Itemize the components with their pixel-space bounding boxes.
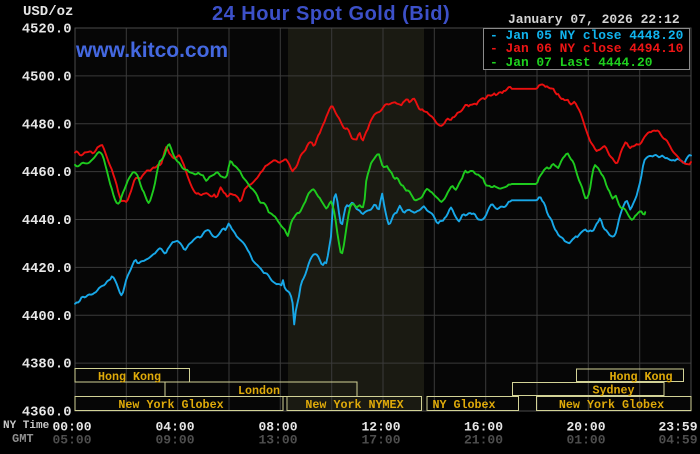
svg-text:4440.0: 4440.0 [22, 214, 72, 229]
svg-text:20:00: 20:00 [566, 420, 605, 435]
svg-text:4360.0: 4360.0 [22, 406, 72, 421]
svg-text:01:00: 01:00 [566, 433, 605, 448]
svg-text:04:59: 04:59 [658, 433, 697, 448]
svg-text:London: London [238, 384, 280, 398]
svg-text:New York NYMEX: New York NYMEX [305, 398, 404, 412]
svg-text:12:00: 12:00 [361, 420, 400, 435]
svg-text:Hong Kong: Hong Kong [98, 370, 161, 384]
svg-text:4460.0: 4460.0 [22, 166, 72, 181]
svg-text:New York Globex: New York Globex [559, 398, 664, 412]
svg-text:Sydney: Sydney [592, 384, 634, 398]
svg-text:4380.0: 4380.0 [22, 358, 72, 373]
svg-text:17:00: 17:00 [361, 433, 400, 448]
svg-text:08:00: 08:00 [258, 420, 297, 435]
svg-text:23:59: 23:59 [658, 420, 697, 435]
svg-text:4420.0: 4420.0 [22, 262, 72, 277]
svg-text:05:00: 05:00 [52, 433, 91, 448]
svg-text:4500.0: 4500.0 [22, 71, 72, 86]
svg-text:04:00: 04:00 [155, 420, 194, 435]
svg-text:4480.0: 4480.0 [22, 118, 72, 133]
svg-text:NY Globex: NY Globex [432, 398, 495, 412]
svg-text:16:00: 16:00 [464, 420, 503, 435]
svg-text:21:00: 21:00 [464, 433, 503, 448]
svg-text:09:00: 09:00 [155, 433, 194, 448]
svg-text:4400.0: 4400.0 [22, 310, 72, 325]
svg-text:00:00: 00:00 [52, 420, 91, 435]
svg-text:4520.0: 4520.0 [22, 23, 72, 38]
svg-text:New York Globex: New York Globex [118, 398, 223, 412]
svg-text:13:00: 13:00 [258, 433, 297, 448]
svg-text:Hong Kong: Hong Kong [609, 370, 672, 384]
